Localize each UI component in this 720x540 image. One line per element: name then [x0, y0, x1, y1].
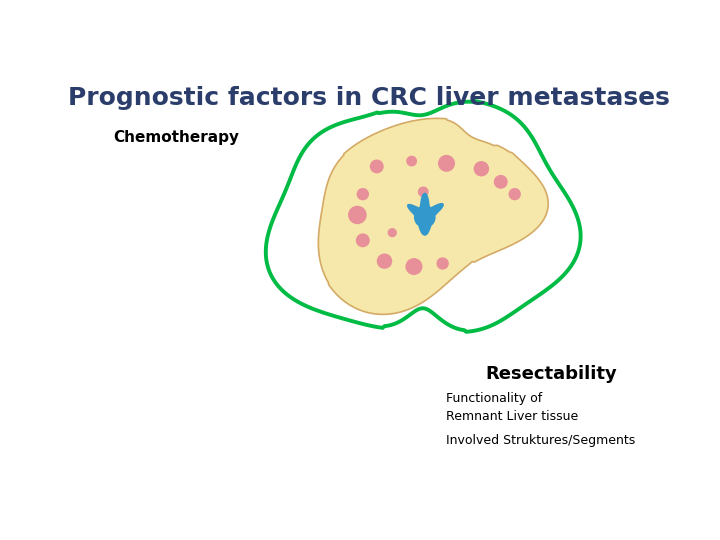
Circle shape	[387, 228, 397, 237]
Circle shape	[356, 188, 369, 200]
Circle shape	[405, 258, 423, 275]
Circle shape	[508, 188, 521, 200]
Circle shape	[494, 175, 508, 189]
Circle shape	[377, 253, 392, 269]
Circle shape	[436, 257, 449, 269]
Text: Involved Struktures/Segments: Involved Struktures/Segments	[446, 434, 636, 448]
Text: Prognostic factors in CRC liver metastases: Prognostic factors in CRC liver metastas…	[68, 86, 670, 110]
Text: Chemotherapy: Chemotherapy	[113, 130, 239, 145]
Circle shape	[356, 233, 370, 247]
Polygon shape	[266, 101, 580, 332]
Text: Functionality of
Remnant Liver tissue: Functionality of Remnant Liver tissue	[446, 392, 579, 423]
Circle shape	[474, 161, 489, 177]
Circle shape	[406, 156, 417, 166]
Circle shape	[438, 155, 455, 172]
Circle shape	[370, 159, 384, 173]
Polygon shape	[318, 118, 548, 314]
Polygon shape	[407, 193, 444, 236]
Text: Resectability: Resectability	[485, 365, 617, 383]
Circle shape	[348, 206, 366, 224]
Circle shape	[418, 186, 428, 197]
